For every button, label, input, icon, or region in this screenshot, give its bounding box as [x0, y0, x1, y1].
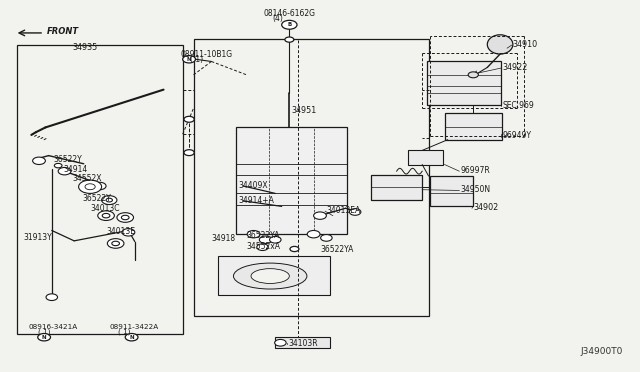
- Text: N: N: [129, 335, 134, 340]
- Circle shape: [275, 339, 286, 346]
- Text: 34918: 34918: [211, 234, 236, 243]
- Circle shape: [125, 334, 138, 341]
- Bar: [430, 176, 473, 206]
- Circle shape: [269, 236, 281, 243]
- Bar: [17, 45, 182, 334]
- Circle shape: [58, 167, 71, 175]
- Text: 96949Y: 96949Y: [502, 131, 531, 141]
- Text: 34914: 34914: [63, 165, 88, 174]
- Text: 34103R: 34103R: [288, 339, 317, 348]
- Ellipse shape: [487, 35, 513, 54]
- Bar: [428, 61, 500, 105]
- Text: 34013C: 34013C: [90, 204, 120, 213]
- Bar: [218, 256, 330, 295]
- Circle shape: [184, 150, 194, 155]
- Text: ( 1): ( 1): [118, 329, 131, 335]
- Text: SEC.969: SEC.969: [502, 101, 534, 110]
- Text: 08146-6162G: 08146-6162G: [264, 9, 316, 18]
- Circle shape: [247, 231, 260, 238]
- Ellipse shape: [234, 263, 307, 289]
- Text: 34409X: 34409X: [239, 181, 269, 190]
- Circle shape: [106, 198, 113, 202]
- Circle shape: [38, 334, 51, 341]
- Text: 31913Y: 31913Y: [24, 233, 52, 243]
- Ellipse shape: [251, 269, 289, 283]
- Text: J34900T0: J34900T0: [581, 347, 623, 356]
- Circle shape: [184, 116, 194, 122]
- Circle shape: [259, 236, 272, 243]
- Circle shape: [85, 184, 95, 190]
- Bar: [275, 337, 330, 348]
- Text: 08911-10B1G: 08911-10B1G: [180, 49, 233, 58]
- Text: 34935: 34935: [72, 43, 97, 52]
- Text: ( 1): ( 1): [38, 329, 50, 335]
- Circle shape: [102, 214, 110, 218]
- Text: 36522Y: 36522Y: [53, 155, 82, 164]
- Circle shape: [46, 294, 58, 301]
- Circle shape: [290, 246, 299, 251]
- Circle shape: [117, 213, 134, 222]
- Text: N: N: [42, 335, 47, 340]
- Bar: [236, 127, 348, 234]
- Text: 96997R: 96997R: [461, 166, 490, 174]
- Text: 08916-3421A: 08916-3421A: [29, 324, 78, 330]
- Text: 34914+A: 34914+A: [239, 196, 275, 205]
- Bar: [445, 113, 502, 140]
- Circle shape: [98, 211, 115, 221]
- Circle shape: [79, 180, 102, 193]
- Bar: [408, 150, 444, 164]
- Text: N: N: [187, 57, 191, 62]
- Circle shape: [93, 182, 106, 190]
- Text: ( 1): ( 1): [190, 55, 204, 64]
- Text: 34922: 34922: [502, 63, 527, 72]
- Text: 34950N: 34950N: [461, 185, 491, 194]
- Text: 34013EA: 34013EA: [326, 206, 360, 215]
- Circle shape: [349, 209, 361, 215]
- Bar: [371, 175, 422, 200]
- Text: 34552xA: 34552xA: [246, 241, 280, 250]
- Circle shape: [257, 244, 268, 250]
- Circle shape: [102, 196, 117, 205]
- Text: 36522YA: 36522YA: [246, 231, 280, 240]
- Text: 34902: 34902: [473, 203, 499, 212]
- Circle shape: [307, 231, 320, 238]
- Bar: [193, 39, 429, 317]
- Circle shape: [54, 163, 62, 168]
- Circle shape: [122, 215, 129, 220]
- Text: 36522YA: 36522YA: [320, 244, 353, 253]
- Text: 08911-3422A: 08911-3422A: [109, 324, 159, 330]
- Text: FRONT: FRONT: [47, 27, 79, 36]
- Text: 34951: 34951: [291, 106, 317, 115]
- Text: 34013E: 34013E: [106, 227, 135, 236]
- Circle shape: [314, 212, 326, 219]
- Circle shape: [285, 37, 294, 42]
- Circle shape: [282, 20, 297, 29]
- Circle shape: [112, 241, 120, 246]
- Circle shape: [182, 55, 195, 63]
- Circle shape: [33, 157, 45, 164]
- Circle shape: [108, 238, 124, 248]
- Text: 36522Y: 36522Y: [83, 195, 111, 203]
- Text: 34910: 34910: [513, 40, 538, 49]
- Circle shape: [122, 229, 135, 236]
- Circle shape: [468, 72, 478, 78]
- Text: (4): (4): [273, 15, 284, 23]
- Circle shape: [321, 235, 332, 241]
- Text: B: B: [287, 22, 291, 27]
- Text: 34552X: 34552X: [72, 174, 102, 183]
